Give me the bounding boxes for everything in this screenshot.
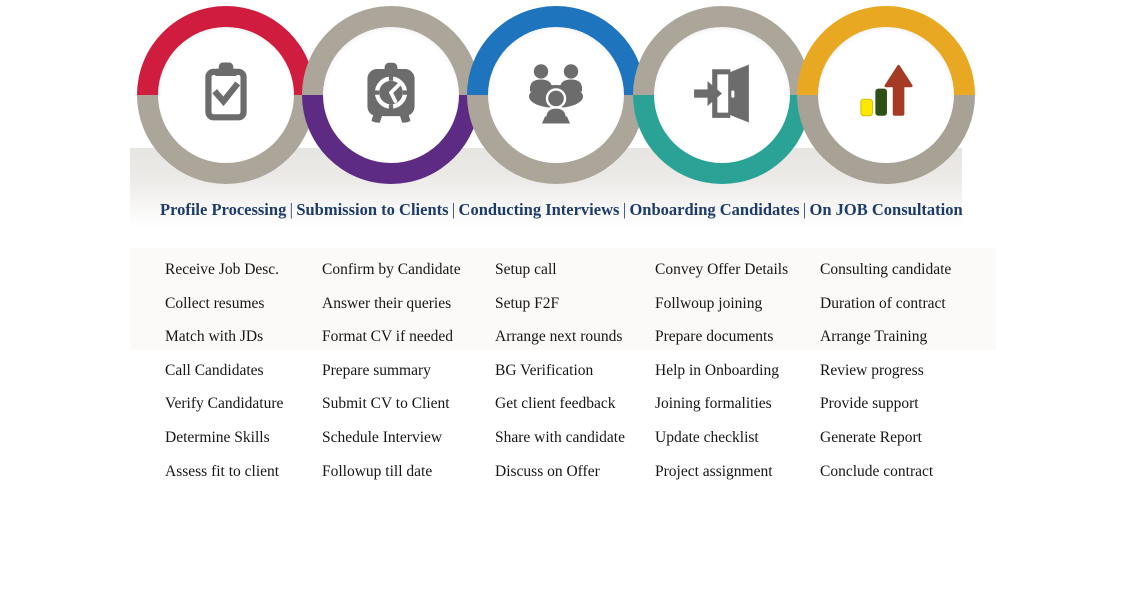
task-item: Review progress [820,361,924,379]
task-item: Joining formalities [655,395,772,413]
task-item: Duration of contract [820,294,946,312]
stage-title-submission-to-clients: Submission to Clients [296,200,449,219]
stage-title-on-job-consultation: On JOB Consultation [809,200,963,219]
stage-title-profile-processing: Profile Processing [160,200,287,219]
task-item: Discuss on Offer [495,462,600,480]
task-item: Confirm by Candidate [322,261,461,278]
task-item: Generate Report [820,428,922,446]
alarm-clock-icon [363,62,419,123]
stage-circle-submission-to-clients [302,6,480,184]
task-item: Project assignment [655,462,773,480]
task-item: Follwoup joining [655,294,763,312]
task-item: Match with JDs [165,328,264,346]
task-column-profile-processing: Receive Job Desc. Collect resumes Match … [165,253,330,488]
task-item: Prepare documents [655,328,774,346]
task-area-band [130,248,996,350]
task-column-onboarding-candidates: Convey Offer Details Follwoup joining Pr… [655,253,820,488]
task-item: Help in Onboarding [655,361,779,379]
task-item: Determine Skills [165,428,270,446]
task-item: Convey Offer Details [655,261,789,278]
stage-circle-onboarding-candidates [633,6,811,184]
task-column-on-job-consultation: Consulting candidate Duration of contrac… [820,253,985,488]
stage-title-conducting-interviews: Conducting Interviews [458,200,620,219]
growth-chart-icon [857,62,915,124]
task-item: Prepare summary [322,361,431,379]
task-item: Schedule Interview [322,428,443,446]
task-item: Arrange next rounds [495,328,623,346]
stage-circle-profile-processing [137,6,315,184]
stage-circle-on-job-consultation [797,6,975,184]
task-item: Followup till date [322,462,433,480]
task-item: Setup call [495,261,557,278]
meeting-icon [520,60,592,124]
title-separator: | [622,200,627,219]
task-item: Provide support [820,395,919,413]
task-item: Consulting candidate [820,261,952,278]
task-item: Assess fit to client [165,462,280,480]
stage-title-onboarding-candidates: Onboarding Candidates [629,200,800,219]
task-item: Submit CV to Client [322,395,450,413]
task-item: Receive Job Desc. [165,261,280,278]
stage-titles-row: Profile Processing | Submission to Clien… [130,200,963,220]
task-item: Format CV if needed [322,328,454,346]
task-item: Get client feedback [495,395,616,413]
task-item: Share with candidate [495,428,625,446]
title-separator: | [451,200,456,219]
task-item: Verify Candidature [165,395,284,413]
task-item: Answer their queries [322,294,452,312]
door-enter-icon [691,62,753,124]
task-item: BG Verification [495,361,594,379]
task-item: Update checklist [655,428,759,446]
task-item: Call Candidates [165,361,264,379]
task-item: Setup F2F [495,294,560,312]
circle-inner-disc [654,27,790,163]
title-separator: | [802,200,807,219]
title-separator: | [289,200,293,219]
stage-circle-conducting-interviews [467,6,645,184]
task-item: Conclude contract [820,462,934,480]
task-column-conducting-interviews: Setup call Setup F2F Arrange next rounds… [495,253,660,488]
clipboard-check-icon [201,62,251,124]
task-item: Collect resumes [165,294,265,312]
task-column-submission-to-clients: Confirm by Candidate Answer their querie… [322,253,487,488]
task-item: Arrange Training [820,328,928,346]
